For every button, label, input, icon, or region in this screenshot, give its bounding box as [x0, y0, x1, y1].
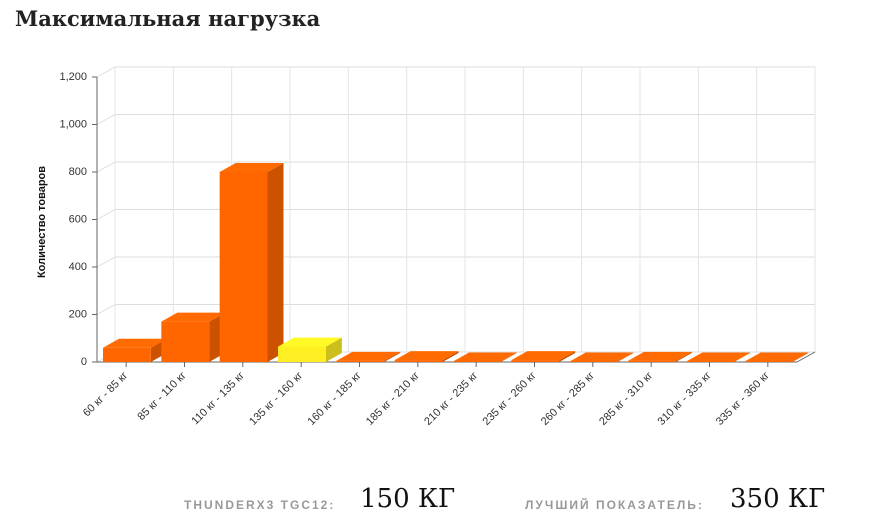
y-tick-label: 200 — [69, 308, 87, 320]
bar — [336, 360, 385, 362]
bar-top — [394, 351, 459, 361]
bar-side — [559, 351, 576, 362]
bar-side — [442, 351, 459, 362]
bar-side — [384, 351, 401, 362]
bar-side — [734, 352, 751, 362]
grid-line-side — [96, 304, 116, 315]
bar — [628, 360, 676, 362]
x-tick-label: 85 кг - 110 кг — [135, 370, 188, 423]
bar — [161, 321, 210, 362]
footer: THUNDERX3 TGC12: 150 КГ ЛУЧШИЙ ПОКАЗАТЕЛ… — [0, 484, 876, 518]
chart-title: Максимальная нагрузка — [15, 6, 321, 31]
grid-line-side — [96, 66, 116, 78]
bar-top — [511, 351, 576, 361]
bar — [219, 172, 268, 362]
bar-top — [103, 338, 167, 348]
bar-top — [336, 351, 401, 361]
x-tick-label: 110 кг - 135 кг — [189, 370, 247, 428]
bar-side — [325, 337, 342, 362]
bar-top — [219, 163, 284, 172]
x-tick-label: 185 кг - 210 кг — [364, 370, 422, 428]
x-tick-label: 135 кг - 160 кг — [247, 370, 305, 428]
x-tick-label: 210 кг - 235 кг — [422, 370, 480, 428]
bar — [278, 346, 326, 362]
bar-side — [267, 163, 284, 362]
bar-side — [500, 352, 517, 362]
y-tick-label: 600 — [69, 213, 87, 225]
bar-top — [744, 352, 809, 362]
bar-top — [161, 312, 226, 322]
best-label: ЛУЧШИЙ ПОКАЗАТЕЛЬ: — [525, 498, 704, 512]
bar-top — [278, 337, 342, 347]
y-tick-label: 0 — [81, 356, 87, 368]
x-tick-label: 260 кг - 285 кг — [539, 370, 597, 428]
grid-line-side — [96, 209, 116, 220]
x-tick-label: 310 кг - 335 кг — [656, 370, 714, 428]
x-tick-label: 235 кг - 260 кг — [481, 370, 539, 428]
x-tick-label: 335 кг - 360 кг — [714, 370, 772, 428]
x-tick-label: 160 кг - 185 кг — [306, 370, 364, 428]
grid-line-side — [96, 161, 116, 173]
floor-edge — [796, 351, 816, 363]
bar-top — [453, 352, 517, 362]
y-tick-label: 1,000 — [59, 118, 87, 130]
bar-top — [686, 352, 751, 362]
y-tick-label: 1,200 — [59, 71, 87, 83]
product-label: THUNDERX3 TGC12: — [184, 498, 336, 512]
bar-side — [617, 352, 634, 362]
bar-top — [569, 352, 634, 362]
bar — [394, 360, 443, 362]
grid-line-side — [96, 256, 116, 268]
bar-side — [792, 352, 809, 362]
bar-top — [628, 351, 692, 361]
y-tick-label: 800 — [69, 166, 87, 178]
y-axis-label: Количество товаров — [36, 166, 48, 278]
bar-side — [675, 351, 692, 362]
best-value: 350 КГ — [730, 484, 826, 514]
grid-line-side — [96, 114, 116, 125]
bar — [103, 347, 151, 362]
chart: Количество товаров 0 200 400 600 800 1,000 1,2… — [36, 66, 816, 428]
y-tick-label: 400 — [69, 261, 87, 273]
x-tick-label: 285 кг - 310 кг — [597, 370, 655, 428]
product-value: 150 КГ — [360, 484, 456, 514]
x-tick-label: 60 кг - 85 кг — [81, 370, 131, 420]
bar — [511, 360, 560, 362]
